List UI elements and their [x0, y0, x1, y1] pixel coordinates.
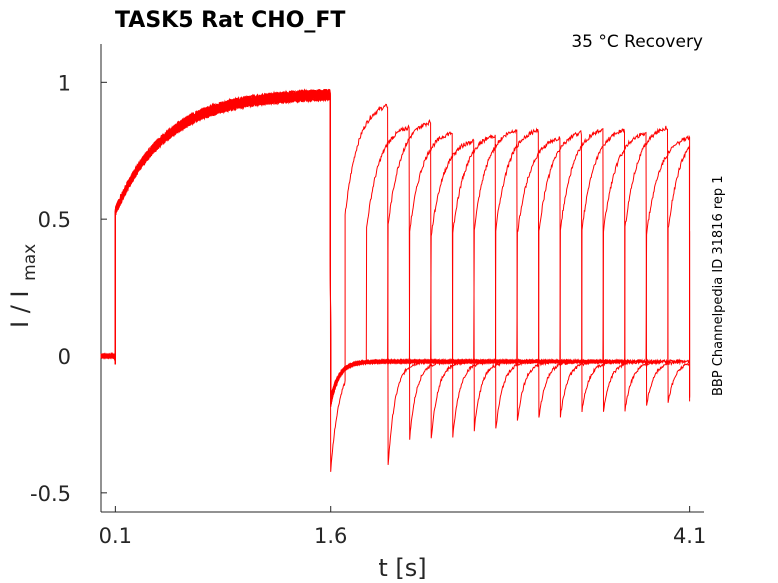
- y-axis-label: I / I max: [6, 244, 40, 328]
- y-tick-label: 0.5: [38, 208, 71, 232]
- x-tick-label: 4.1: [673, 524, 706, 548]
- x-tick-label: 1.6: [314, 524, 347, 548]
- current-trace: [100, 90, 690, 403]
- x-axis-label: t [s]: [378, 554, 426, 582]
- current-trace: [100, 90, 575, 418]
- chart-title: TASK5 Rat CHO_FT: [115, 8, 345, 33]
- y-axis-label-subscript: max: [20, 244, 40, 281]
- current-trace: [100, 93, 691, 406]
- y-tick-label: 0: [58, 345, 71, 369]
- channelpedia-id-label: BBP Channelpedia ID 31816 rep 1: [711, 175, 726, 396]
- y-tick-label: 1: [58, 71, 71, 95]
- current-trace: [100, 93, 554, 421]
- chart-labels: TASK5 Rat CHO_FT 35 °C Recovery t [s] I …: [6, 8, 726, 582]
- y-tick-label: -0.5: [30, 482, 71, 506]
- y-axis-label-main: I / I: [6, 291, 34, 329]
- x-tick-label: 0.1: [99, 524, 132, 548]
- current-traces: [100, 88, 691, 472]
- axes: 0.1 1.6 4.1 -0.5 0 0.5 1: [30, 44, 706, 548]
- condition-annotation: 35 °C Recovery: [571, 32, 703, 52]
- current-trace: [100, 90, 691, 399]
